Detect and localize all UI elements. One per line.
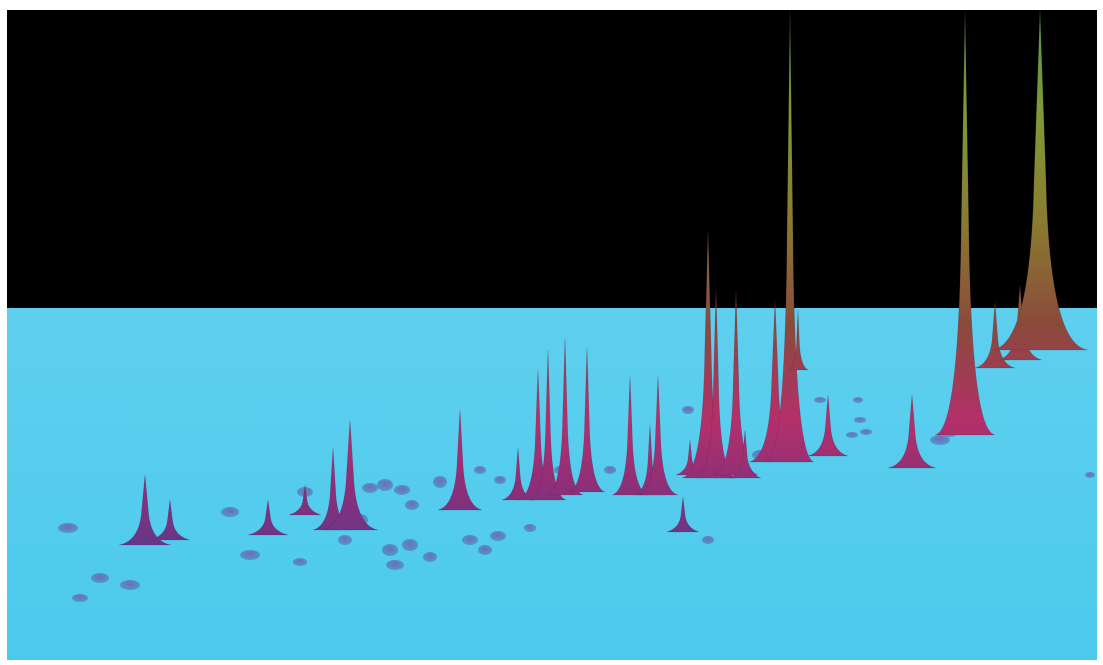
spot bbox=[682, 406, 694, 414]
spot bbox=[338, 535, 352, 545]
spot bbox=[433, 476, 447, 488]
spot bbox=[604, 466, 616, 474]
peak bbox=[728, 429, 762, 479]
spot bbox=[394, 485, 410, 495]
peak bbox=[991, 9, 1089, 351]
spot bbox=[362, 483, 378, 493]
spot bbox=[478, 545, 492, 555]
peak bbox=[149, 499, 191, 541]
spot bbox=[860, 429, 872, 435]
spot bbox=[402, 539, 418, 551]
spot bbox=[221, 507, 239, 517]
spot bbox=[490, 531, 506, 541]
spot bbox=[377, 479, 393, 491]
peak bbox=[321, 419, 379, 531]
spot bbox=[1085, 472, 1095, 478]
peak bbox=[807, 394, 849, 457]
spot bbox=[293, 558, 307, 566]
spot bbox=[240, 550, 260, 560]
peak bbox=[637, 375, 679, 496]
spot bbox=[702, 536, 714, 544]
spot bbox=[814, 397, 826, 403]
peak bbox=[437, 409, 483, 511]
peak bbox=[765, 9, 815, 463]
peak bbox=[288, 484, 322, 516]
peak bbox=[974, 301, 1016, 369]
spot bbox=[494, 476, 506, 484]
peak bbox=[787, 309, 809, 371]
spot bbox=[120, 580, 140, 590]
peak bbox=[666, 496, 700, 533]
background-sky bbox=[7, 10, 1097, 308]
spot bbox=[382, 544, 398, 556]
peak bbox=[118, 474, 172, 546]
spot bbox=[462, 535, 478, 545]
peak bbox=[568, 347, 606, 493]
spot bbox=[524, 524, 536, 532]
spot bbox=[423, 552, 437, 562]
spot bbox=[846, 432, 858, 438]
small-spots bbox=[58, 397, 1095, 602]
spot bbox=[854, 417, 866, 423]
spot bbox=[474, 466, 486, 474]
peak bbox=[247, 499, 289, 536]
spot bbox=[853, 397, 863, 403]
peak bbox=[934, 9, 996, 436]
spot bbox=[72, 594, 88, 602]
spot bbox=[405, 500, 419, 510]
spot bbox=[930, 435, 950, 445]
spot bbox=[58, 523, 78, 533]
peaks bbox=[118, 9, 1089, 546]
spot bbox=[386, 560, 404, 570]
peak bbox=[713, 289, 759, 476]
spot bbox=[91, 573, 109, 583]
peak bbox=[887, 394, 937, 469]
